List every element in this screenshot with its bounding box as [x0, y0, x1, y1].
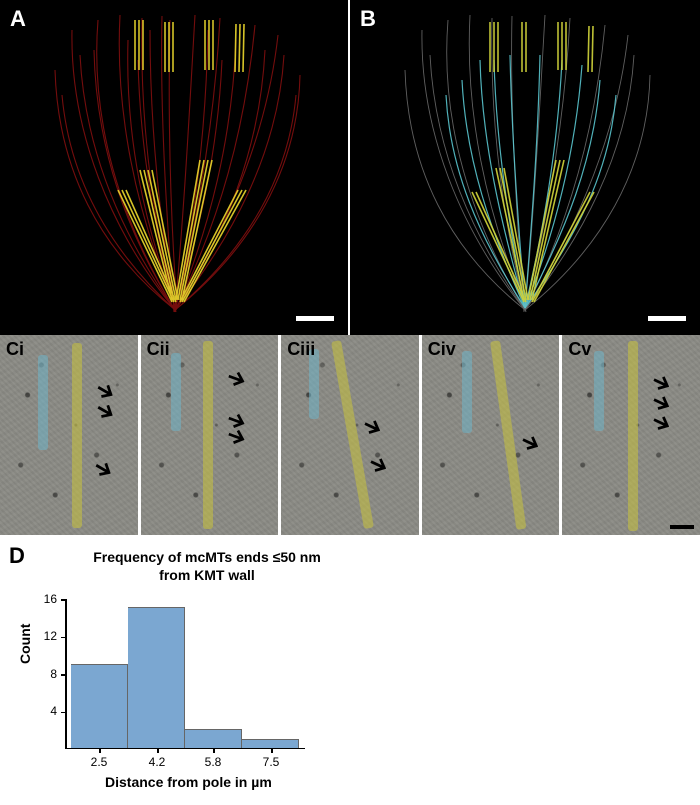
- top-row: A: [0, 0, 700, 335]
- mt-blue-segment: [171, 353, 181, 431]
- histogram-bar: [185, 729, 242, 748]
- histogram-bar: [71, 664, 128, 748]
- y-tick: [61, 637, 65, 639]
- panel-a-scale-bar: [296, 316, 334, 321]
- panel-c-row: Ci Cii Ciii Civ: [0, 335, 700, 535]
- mt-blue-segment: [462, 351, 472, 433]
- y-tick: [61, 712, 65, 714]
- x-tick: [271, 749, 273, 753]
- panel-cv-label: Cv: [568, 339, 591, 360]
- mt-yellow-segment: [203, 341, 213, 529]
- y-tick-label: 4: [27, 704, 57, 718]
- scientific-figure: A: [0, 0, 700, 805]
- panel-a: A: [0, 0, 350, 335]
- y-tick-label: 8: [27, 667, 57, 681]
- x-tick-label: 2.5: [79, 755, 119, 769]
- histogram-chart: 16 12 8 4 2.5 4.2 5.8 7.5: [65, 599, 305, 749]
- x-tick: [213, 749, 215, 753]
- x-tick: [99, 749, 101, 753]
- mt-yellow-segment: [628, 341, 638, 531]
- y-tick-label: 12: [27, 629, 57, 643]
- panel-a-label: A: [10, 6, 26, 32]
- panel-b-spindle: [350, 0, 700, 335]
- y-axis: [65, 599, 67, 749]
- panel-d: D Frequency of mcMTs ends ≤50 nm from KM…: [5, 539, 355, 801]
- panel-civ-label: Civ: [428, 339, 456, 360]
- panel-ci-label: Ci: [6, 339, 24, 360]
- histogram-bar: [128, 607, 185, 748]
- panel-cii-label: Cii: [147, 339, 170, 360]
- y-tick-label: 16: [27, 592, 57, 606]
- panel-civ: Civ: [422, 335, 563, 535]
- panel-d-label: D: [9, 543, 25, 569]
- x-tick: [157, 749, 159, 753]
- panel-b: B: [350, 0, 700, 335]
- mt-yellow-segment: [72, 343, 82, 528]
- mt-blue-segment: [594, 351, 604, 431]
- histogram-title: Frequency of mcMTs ends ≤50 nm from KMT …: [77, 549, 337, 584]
- x-tick-label: 7.5: [251, 755, 291, 769]
- panel-c-scale-bar: [670, 525, 694, 529]
- x-tick-label: 5.8: [193, 755, 233, 769]
- y-tick: [61, 674, 65, 676]
- panel-ciii: Ciii: [281, 335, 422, 535]
- panel-ci: Ci: [0, 335, 141, 535]
- panel-a-spindle: [0, 0, 350, 335]
- x-axis-label: Distance from pole in µm: [105, 774, 272, 790]
- x-tick-label: 4.2: [137, 755, 177, 769]
- y-tick: [61, 599, 65, 601]
- panel-cii: Cii: [141, 335, 282, 535]
- panel-cv: Cv: [562, 335, 700, 535]
- tomogram-bg: [0, 335, 138, 535]
- histogram-bar: [242, 739, 299, 748]
- panel-ciii-label: Ciii: [287, 339, 315, 360]
- panel-b-label: B: [360, 6, 376, 32]
- panel-b-scale-bar: [648, 316, 686, 321]
- mt-blue-segment: [38, 355, 48, 450]
